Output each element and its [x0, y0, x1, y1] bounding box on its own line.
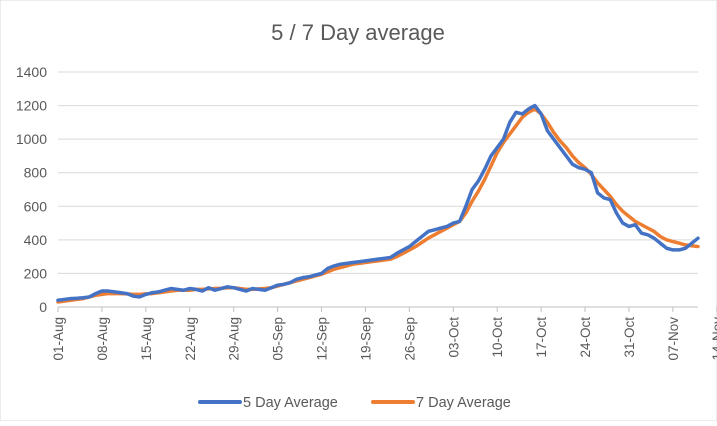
x-tick-label: 05-Sep: [271, 317, 286, 361]
x-tick-label: 24-Oct: [578, 317, 593, 358]
x-tick-label: 15-Aug: [139, 317, 154, 361]
x-tick-label: 17-Oct: [534, 317, 549, 358]
x-tick-label: 10-Oct: [490, 317, 505, 358]
x-axis: 01-Aug 08-Aug 15-Aug 22-Aug 29-Aug 05-Sep 12-S…: [51, 307, 717, 361]
x-tick-label: 26-Sep: [402, 317, 417, 361]
x-tick-label: 01-Aug: [51, 317, 66, 361]
y-tick-label: 1400: [16, 64, 47, 80]
y-tick-label: 1000: [16, 131, 47, 147]
x-tick-label: 22-Aug: [183, 317, 198, 361]
series-lines: [56, 103, 700, 304]
x-tick-label: 19-Sep: [358, 317, 373, 361]
x-tick-label: 12-Sep: [315, 317, 330, 361]
y-tick-label: 0: [39, 299, 47, 315]
y-tick-label: 1200: [16, 98, 47, 114]
y-tick-label: 600: [24, 198, 48, 214]
x-tick-label: 08-Aug: [95, 317, 110, 361]
x-tick-label: 31-Oct: [622, 317, 637, 358]
y-axis: 0 200 400 600 800 1000 1200 1400: [16, 64, 47, 315]
chart-title: 5 / 7 Day average: [271, 20, 445, 45]
x-tick-label: 03-Oct: [446, 317, 461, 358]
legend: 5 Day Average 7 Day Average: [198, 395, 511, 411]
legend-label: 5 Day Average: [243, 395, 338, 411]
y-tick-label: 800: [24, 165, 48, 181]
y-tick-label: 400: [24, 232, 48, 248]
gridlines: [58, 71, 698, 308]
series-line-5-day: [56, 103, 700, 303]
x-tick-label: 07-Nov: [666, 317, 681, 361]
y-tick-label: 200: [24, 265, 48, 281]
x-tick-label: 14-Nov: [710, 317, 717, 361]
legend-label: 7 Day Average: [416, 395, 511, 411]
x-tick-label: 29-Aug: [227, 317, 242, 361]
